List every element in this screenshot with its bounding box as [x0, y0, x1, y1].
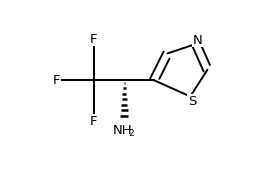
Text: F: F	[90, 33, 98, 46]
Text: N: N	[193, 34, 203, 47]
Text: 2: 2	[129, 129, 134, 138]
Text: F: F	[90, 115, 98, 128]
Text: S: S	[188, 95, 196, 108]
Text: F: F	[53, 74, 60, 87]
Text: NH: NH	[113, 124, 133, 137]
